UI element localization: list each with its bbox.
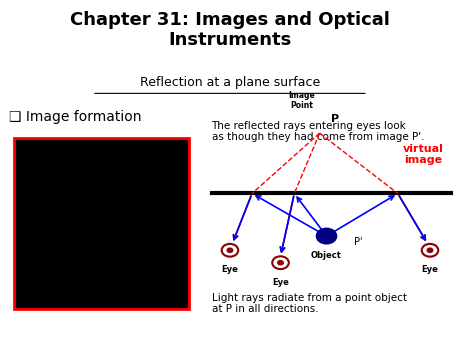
Text: virtual
image: virtual image [402,144,443,165]
Text: Eye: Eye [421,265,438,274]
Circle shape [316,228,337,244]
Text: P: P [331,114,339,124]
Text: Image
Point: Image Point [288,91,315,110]
Circle shape [222,244,238,257]
Text: ❑ Image formation: ❑ Image formation [9,110,142,124]
Bar [14,138,189,309]
Circle shape [272,256,289,269]
Circle shape [427,248,433,252]
Circle shape [278,261,283,265]
Text: Chapter 31: Images and Optical
Instruments: Chapter 31: Images and Optical Instrumen… [70,11,390,49]
Text: Eye: Eye [272,278,289,286]
Circle shape [422,244,438,257]
Text: Eye: Eye [221,265,238,274]
Text: Light rays radiate from a point object
at P in all directions.: Light rays radiate from a point object a… [211,293,407,315]
Text: P': P' [354,237,363,247]
Text: The reflected rays entering eyes look
as though they had come from image P'.: The reflected rays entering eyes look as… [211,121,424,142]
Text: Object: Object [311,251,342,260]
Text: Reflection at a plane surface: Reflection at a plane surface [140,76,320,89]
Circle shape [227,248,233,252]
